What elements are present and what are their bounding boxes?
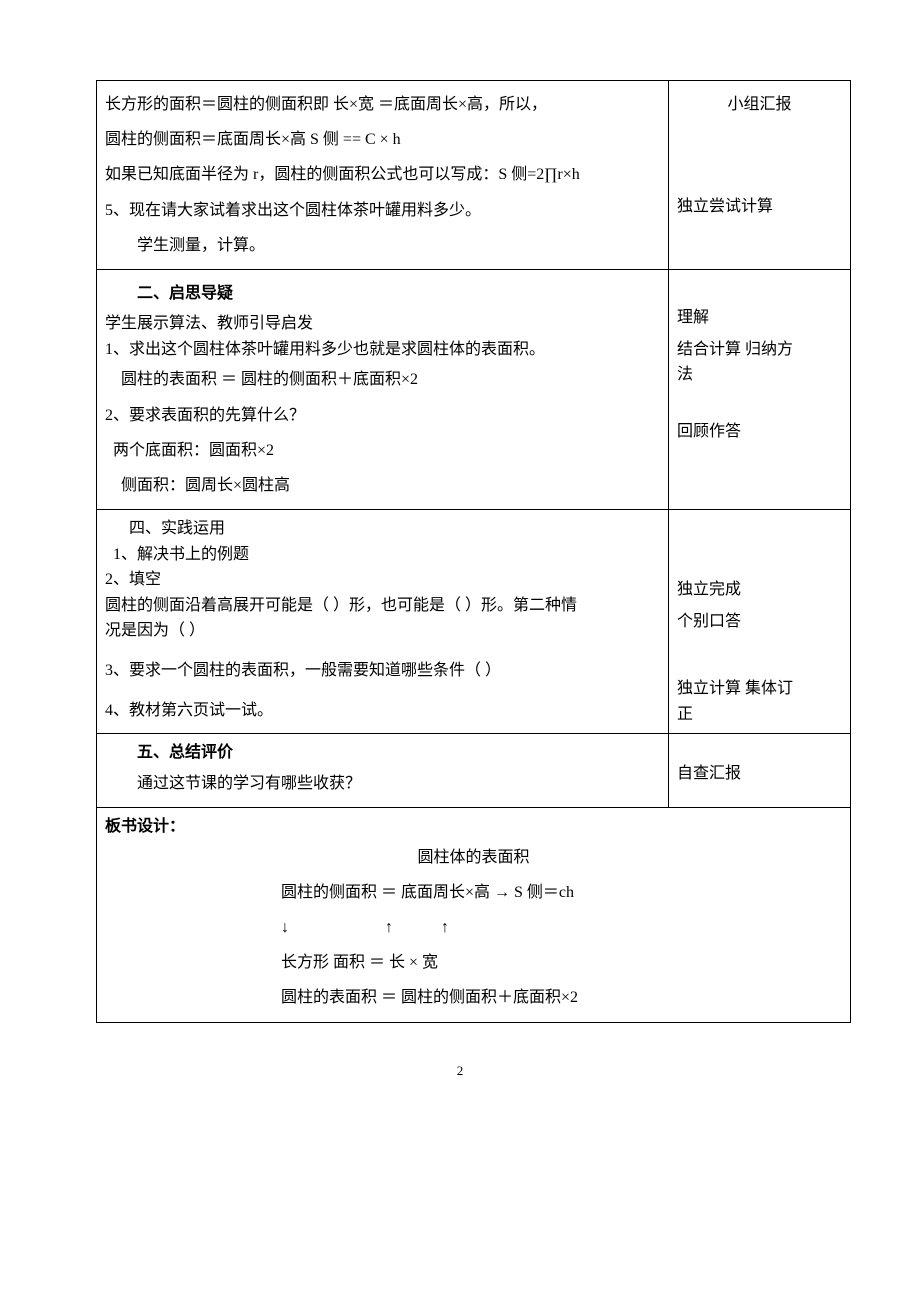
row3-right-cell: 独立完成 个别口答 独立计算 集体订 正: [669, 510, 851, 734]
row4-left-cell: 五、总结评价 通过这节课的学习有哪些收获？: [97, 734, 669, 808]
spacer: [105, 684, 660, 698]
row3-l2: 2、填空: [105, 567, 660, 593]
row2-l5: 两个底面积：圆面积×2: [105, 433, 660, 468]
row3-r2: 个别口答: [677, 609, 842, 635]
row2-r3: 回顾作答: [677, 414, 842, 449]
row3-l5: 4、教材第六页试一试。: [105, 698, 660, 724]
row1-r1: 小组汇报: [677, 87, 842, 122]
row5-f1: 圆柱的侧面积 ＝ 底面周长×高 → S 侧＝ch: [105, 875, 842, 910]
table-row-5: 板书设计： 圆柱体的表面积 圆柱的侧面积 ＝ 底面周长×高 → S 侧＝ch ↓…: [97, 808, 851, 1023]
row5-title: 圆柱体的表面积: [105, 840, 842, 875]
row2-l3: 圆柱的表面积 ＝ 圆柱的侧面积＋底面积×2: [105, 362, 660, 397]
row2-r1: 理解: [677, 305, 842, 331]
table-row-2: 二、启思导疑 学生展示算法、教师引导启发 1、求出这个圆柱体茶叶罐用料多少也就是…: [97, 269, 851, 509]
row1-left-cell: 长方形的面积＝圆柱的侧面积即 长×宽 ＝底面周长×高，所以， 圆柱的侧面积＝底面…: [97, 81, 669, 270]
row3-r1: 独立完成: [677, 577, 842, 603]
row2-r2a: 结合计算 归纳方: [677, 337, 842, 363]
row2-l1: 学生展示算法、教师引导启发: [105, 311, 660, 337]
page-number: 2: [96, 1063, 824, 1079]
row3-l3b: 况是因为（ ）: [105, 618, 660, 644]
row3-r3a: 独立计算 集体订: [677, 676, 842, 702]
table-row-4: 五、总结评价 通过这节课的学习有哪些收获？ 自查汇报: [97, 734, 851, 808]
row5-heading: 板书设计：: [105, 814, 842, 840]
row1-r2: 独立尝试计算: [677, 189, 842, 224]
row5-f4: 圆柱的表面积 ＝ 圆柱的侧面积＋底面积×2: [105, 980, 842, 1015]
row5-f3: 长方形 面积 ＝ 长 × 宽: [105, 945, 842, 980]
row5-f2: ↓ ↑ ↑: [105, 910, 842, 945]
row1-l2: 圆柱的侧面积＝底面周长×高 S 侧 == C × h: [105, 122, 660, 157]
row1-l1: 长方形的面积＝圆柱的侧面积即 长×宽 ＝底面周长×高，所以，: [105, 87, 660, 122]
document-page: 长方形的面积＝圆柱的侧面积即 长×宽 ＝底面周长×高，所以， 圆柱的侧面积＝底面…: [0, 0, 920, 1119]
spacer: [677, 634, 842, 676]
row3-l3a: 圆柱的侧面沿着高展开可能是（ ）形，也可能是（ ）形。第二种情: [105, 593, 660, 619]
row1-right-cell: 小组汇报 独立尝试计算: [669, 81, 851, 270]
spacer: [677, 122, 842, 189]
row1-l5: 学生测量，计算。: [105, 228, 660, 263]
row2-l6: 侧面积：圆周长×圆柱高: [105, 468, 660, 503]
row2-r2b: 法: [677, 362, 842, 388]
row2-l4: 2、要求表面积的先算什么？: [105, 398, 660, 433]
lesson-table: 长方形的面积＝圆柱的侧面积即 长×宽 ＝底面周长×高，所以， 圆柱的侧面积＝底面…: [96, 80, 851, 1023]
row2-right-cell: 理解 结合计算 归纳方 法 回顾作答: [669, 269, 851, 509]
row3-l4: 3、要求一个圆柱的表面积，一般需要知道哪些条件（ ）: [105, 658, 660, 684]
row3-title: 四、实践运用: [105, 516, 660, 542]
row2-l2: 1、求出这个圆柱体茶叶罐用料多少也就是求圆柱体的表面积。: [105, 337, 660, 363]
row2-title: 二、启思导疑: [105, 276, 660, 311]
table-row-1: 长方形的面积＝圆柱的侧面积即 长×宽 ＝底面周长×高，所以， 圆柱的侧面积＝底面…: [97, 81, 851, 270]
row3-left-cell: 四、实践运用 1、解决书上的例题 2、填空 圆柱的侧面沿着高展开可能是（ ）形，…: [97, 510, 669, 734]
table-row-3: 四、实践运用 1、解决书上的例题 2、填空 圆柱的侧面沿着高展开可能是（ ）形，…: [97, 510, 851, 734]
row1-l3: 如果已知底面半径为 r，圆柱的侧面积公式也可以写成：S 侧=2∏r×h: [105, 157, 660, 192]
row5-cell: 板书设计： 圆柱体的表面积 圆柱的侧面积 ＝ 底面周长×高 → S 侧＝ch ↓…: [97, 808, 851, 1023]
spacer: [677, 516, 842, 577]
row3-l1: 1、解决书上的例题: [105, 542, 660, 568]
row1-l4: 5、现在请大家试着求出这个圆柱体茶叶罐用料多少。: [105, 193, 660, 228]
spacer: [105, 644, 660, 658]
spacer: [677, 276, 842, 305]
row4-right-cell: 自查汇报: [669, 734, 851, 808]
spacer: [677, 388, 842, 414]
row2-left-cell: 二、启思导疑 学生展示算法、教师引导启发 1、求出这个圆柱体茶叶罐用料多少也就是…: [97, 269, 669, 509]
spacer: [677, 740, 842, 756]
row4-l1: 通过这节课的学习有哪些收获？: [105, 766, 660, 801]
row4-r1: 自查汇报: [677, 756, 842, 791]
row3-r3b: 正: [677, 702, 842, 728]
row4-title: 五、总结评价: [105, 740, 660, 766]
